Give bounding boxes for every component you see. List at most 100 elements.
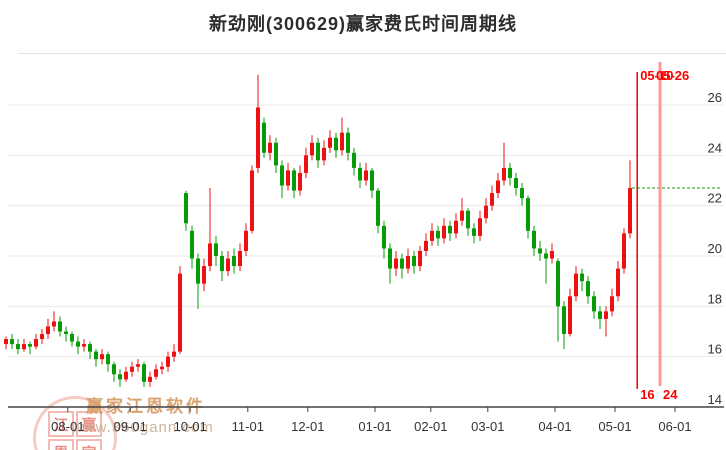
fib-time-line-2: 05-26 24 — [656, 62, 689, 402]
candle — [466, 210, 470, 229]
seal-characters: 江 赢 恩 家 — [48, 411, 102, 450]
x-axis-labels: 08-01 09-01 10-01 11-01 12-01 01-01 02-01 03-01… — [51, 419, 691, 434]
svg-text:08-01: 08-01 — [51, 419, 84, 434]
svg-text:14: 14 — [708, 392, 722, 407]
svg-text:05-01: 05-01 — [598, 419, 631, 434]
candle — [316, 142, 320, 161]
chart-title: 新劲刚(300629)赢家费氏时间周期线 — [208, 14, 518, 34]
candle — [130, 366, 134, 372]
candle — [616, 268, 620, 297]
candle — [28, 344, 32, 347]
seal-char: 恩 — [48, 439, 74, 450]
candle — [610, 296, 614, 312]
svg-text:12-01: 12-01 — [291, 419, 324, 434]
candle — [172, 351, 176, 357]
candle — [424, 240, 428, 251]
gridlines-layer — [8, 104, 724, 408]
candle — [310, 142, 314, 156]
candle — [382, 225, 386, 249]
candle — [70, 334, 74, 342]
candle — [538, 248, 542, 254]
seal-char: 家 — [76, 439, 102, 450]
seal-char: 江 — [48, 411, 74, 437]
candle — [202, 266, 206, 284]
title-divider — [18, 53, 726, 54]
svg-text:01-01: 01-01 — [358, 419, 391, 434]
candle — [394, 258, 398, 269]
candle — [76, 341, 80, 347]
candle — [526, 198, 530, 231]
y-axis-labels: 26 24 22 20 18 16 14 — [708, 90, 722, 407]
candle — [286, 170, 290, 186]
candle — [226, 258, 230, 272]
candle — [484, 205, 488, 219]
svg-text:06-01: 06-01 — [658, 419, 691, 434]
candle — [64, 331, 68, 335]
candle — [568, 296, 572, 335]
candle — [592, 296, 596, 312]
candle — [292, 170, 296, 191]
candle — [436, 230, 440, 239]
candle — [196, 258, 200, 284]
candle — [220, 256, 224, 272]
candle — [256, 107, 260, 168]
svg-text:26: 26 — [708, 90, 722, 105]
candle — [154, 369, 158, 377]
candle — [478, 218, 482, 236]
candle — [208, 243, 212, 267]
candle — [322, 147, 326, 161]
candle — [94, 351, 98, 360]
candle — [364, 170, 368, 181]
svg-text:02-01: 02-01 — [414, 419, 447, 434]
candle — [166, 356, 170, 367]
candle — [406, 256, 410, 269]
candle — [58, 321, 62, 332]
candle — [142, 364, 146, 382]
candle — [340, 132, 344, 151]
svg-text:22: 22 — [708, 191, 722, 206]
candle — [334, 137, 338, 151]
candles-layer — [4, 74, 632, 387]
candle — [34, 339, 38, 347]
candle — [100, 354, 104, 360]
candle — [448, 225, 452, 234]
svg-text:20: 20 — [708, 241, 722, 256]
candle — [82, 344, 86, 347]
candle — [412, 256, 416, 267]
svg-text:05-26: 05-26 — [656, 68, 689, 83]
svg-text:03-01: 03-01 — [471, 419, 504, 434]
x-axis-ticks — [67, 407, 676, 412]
candle — [598, 311, 602, 319]
candle — [88, 344, 92, 352]
candle — [508, 167, 512, 178]
candle — [388, 248, 392, 269]
candle — [490, 193, 494, 206]
candle — [604, 311, 608, 319]
candle — [22, 344, 26, 350]
candle — [628, 188, 632, 234]
candle — [190, 230, 194, 259]
candle — [544, 253, 548, 259]
candle — [184, 193, 188, 224]
watermark-url-text: www.360gann.com — [72, 419, 214, 436]
svg-text:05-10: 05-10 — [640, 68, 673, 83]
candle — [472, 228, 476, 236]
fib-time-line-1: 05-10 16 — [636, 68, 673, 402]
candle — [352, 152, 356, 168]
candle — [418, 250, 422, 267]
svg-text:24: 24 — [663, 387, 678, 402]
candle — [106, 354, 110, 365]
candle — [232, 256, 236, 267]
candle — [496, 180, 500, 194]
candle — [112, 364, 116, 375]
candle — [280, 165, 284, 186]
candle — [562, 306, 566, 335]
candle — [430, 230, 434, 241]
candle — [304, 155, 308, 173]
candle — [556, 261, 560, 307]
candle — [52, 321, 56, 327]
candle — [580, 273, 584, 282]
candle — [574, 273, 578, 297]
candle — [328, 137, 332, 148]
